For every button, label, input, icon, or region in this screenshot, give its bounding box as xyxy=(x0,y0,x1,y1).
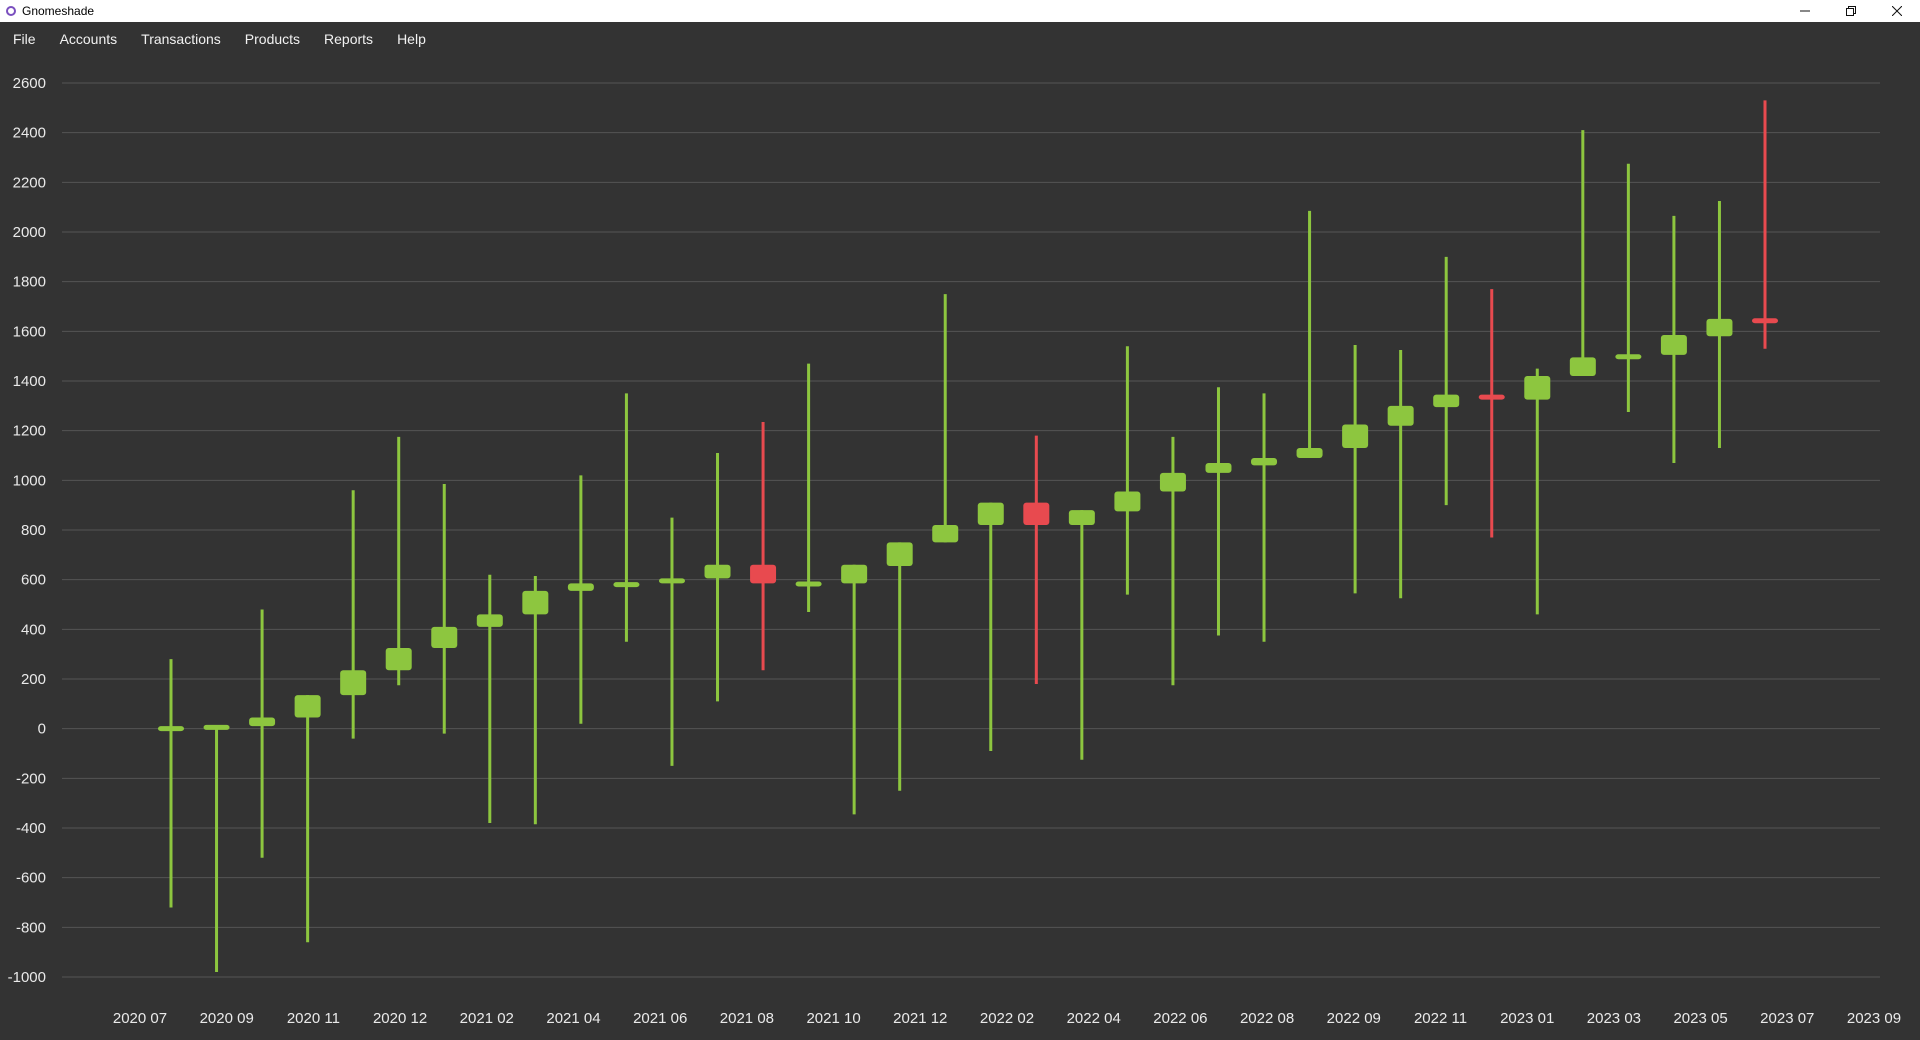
x-tick-label: 2021 08 xyxy=(720,1010,774,1027)
y-tick-label: 1600 xyxy=(13,323,46,340)
candle-body xyxy=(385,647,412,671)
x-tick-label: 2021 10 xyxy=(806,1010,860,1027)
minimize-icon xyxy=(1800,10,1810,12)
candle-body xyxy=(203,724,230,730)
y-tick-label: 1000 xyxy=(13,472,46,489)
candle-body xyxy=(1660,335,1687,355)
menu-transactions[interactable]: Transactions xyxy=(141,31,221,47)
menu-help[interactable]: Help xyxy=(397,31,426,47)
x-tick-label: 2021 06 xyxy=(633,1010,687,1027)
candle-body xyxy=(476,614,503,627)
candle-body xyxy=(1205,462,1232,473)
candle-body xyxy=(1159,472,1186,492)
x-tick-label: 2021 04 xyxy=(546,1010,600,1027)
y-tick-label: -200 xyxy=(16,770,46,787)
y-tick-label: 2600 xyxy=(13,75,46,92)
candle-body xyxy=(613,582,640,588)
candle-body xyxy=(340,670,367,696)
x-tick-label: 2022 09 xyxy=(1327,1010,1381,1027)
candle-body xyxy=(1342,424,1369,449)
candlestick-chart: 2600240022002000180016001400120010008006… xyxy=(8,75,1901,1027)
candle-body xyxy=(932,525,959,543)
y-tick-label: 200 xyxy=(21,671,46,688)
x-tick-label: 2023 07 xyxy=(1760,1010,1814,1027)
x-tick-label: 2021 02 xyxy=(460,1010,514,1027)
menu-file[interactable]: File xyxy=(13,31,36,47)
minimize-button[interactable] xyxy=(1782,0,1828,22)
menu-bar: File Accounts Transactions Products Repo… xyxy=(0,22,1920,56)
candle-body xyxy=(1296,448,1323,458)
x-tick-label: 2020 09 xyxy=(200,1010,254,1027)
y-tick-label: 0 xyxy=(38,721,46,738)
y-tick-label: 2400 xyxy=(13,125,46,142)
menu-products[interactable]: Products xyxy=(244,31,301,47)
candle-body xyxy=(841,564,868,584)
y-tick-label: 1200 xyxy=(13,423,46,440)
x-tick-label: 2023 03 xyxy=(1587,1010,1641,1027)
x-tick-label: 2022 08 xyxy=(1240,1010,1294,1027)
x-tick-label: 2023 01 xyxy=(1500,1010,1554,1027)
y-tick-label: -400 xyxy=(16,820,46,837)
candle-body xyxy=(1706,318,1733,337)
x-tick-label: 2022 06 xyxy=(1153,1010,1207,1027)
window-title: Gnomeshade xyxy=(22,4,95,18)
candle-body xyxy=(1387,405,1414,426)
y-tick-label: 400 xyxy=(21,621,46,638)
y-tick-label: -1000 xyxy=(8,969,46,986)
x-tick-label: 2023 05 xyxy=(1673,1010,1727,1027)
app-logo-icon xyxy=(6,6,16,16)
x-tick-label: 2020 07 xyxy=(113,1010,167,1027)
candle-body xyxy=(977,502,1004,526)
x-tick-label: 2022 04 xyxy=(1067,1010,1121,1027)
candle-body xyxy=(750,564,777,584)
x-tick-label: 2022 02 xyxy=(980,1010,1034,1027)
y-tick-label: 2000 xyxy=(13,224,46,241)
x-tick-label: 2023 09 xyxy=(1847,1010,1901,1027)
y-tick-label: -800 xyxy=(16,919,46,936)
candle-body xyxy=(431,626,458,648)
candle-body xyxy=(1251,457,1278,466)
candle-body xyxy=(795,581,822,587)
y-tick-label: -600 xyxy=(16,870,46,887)
y-tick-label: 800 xyxy=(21,522,46,539)
close-icon xyxy=(1892,6,1902,16)
candle-body xyxy=(249,717,276,727)
x-tick-label: 2021 12 xyxy=(893,1010,947,1027)
y-tick-label: 1400 xyxy=(13,373,46,390)
candle-body xyxy=(1524,376,1551,400)
candle-body xyxy=(294,695,321,718)
candle-body xyxy=(658,578,685,584)
x-tick-label: 2020 12 xyxy=(373,1010,427,1027)
candle-body xyxy=(1752,318,1778,324)
candle-body xyxy=(1068,510,1095,526)
candle-body xyxy=(522,590,549,615)
close-button[interactable] xyxy=(1874,0,1920,22)
candle-body xyxy=(1023,502,1050,526)
candle-body xyxy=(886,542,913,567)
candle-body xyxy=(158,726,184,732)
x-tick-label: 2022 11 xyxy=(1414,1010,1467,1027)
candle-body xyxy=(1114,491,1141,512)
candle-body xyxy=(1433,394,1460,408)
menu-accounts[interactable]: Accounts xyxy=(59,31,118,47)
candle-body xyxy=(567,583,594,591)
candle-body xyxy=(1478,394,1505,400)
menu-reports[interactable]: Reports xyxy=(324,31,374,47)
restore-icon xyxy=(1846,6,1856,16)
y-tick-label: 600 xyxy=(21,572,46,589)
y-tick-label: 1800 xyxy=(13,274,46,291)
title-bar: Gnomeshade xyxy=(0,0,1920,22)
candle-body xyxy=(704,564,731,579)
candle-body xyxy=(1615,354,1642,360)
x-tick-label: 2020 11 xyxy=(287,1010,340,1027)
candle-body xyxy=(1569,357,1596,377)
restore-button[interactable] xyxy=(1828,0,1874,22)
y-tick-label: 2200 xyxy=(13,174,46,191)
